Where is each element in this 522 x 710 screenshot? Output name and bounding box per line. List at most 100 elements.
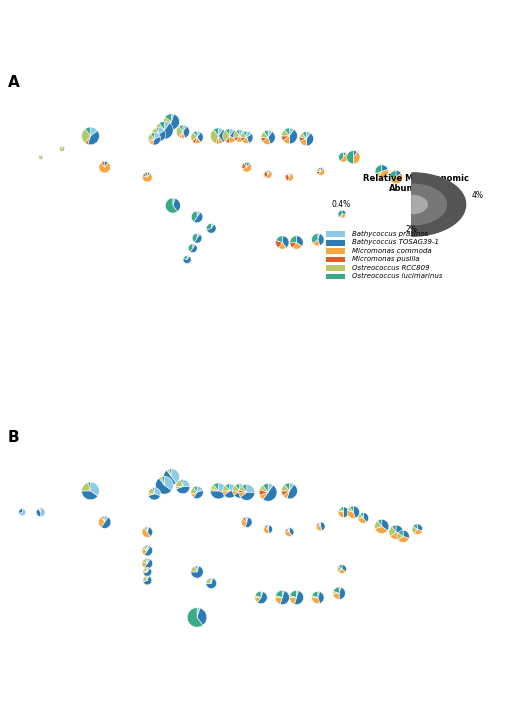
Wedge shape [39, 155, 43, 160]
Wedge shape [240, 130, 243, 136]
Wedge shape [147, 173, 150, 177]
Wedge shape [289, 598, 296, 604]
Wedge shape [287, 484, 298, 499]
Wedge shape [206, 578, 211, 584]
Wedge shape [156, 130, 164, 138]
Wedge shape [313, 240, 320, 246]
Wedge shape [147, 527, 149, 532]
Wedge shape [169, 469, 172, 476]
Wedge shape [207, 224, 216, 233]
Wedge shape [193, 486, 197, 492]
Wedge shape [146, 576, 147, 581]
Wedge shape [211, 224, 214, 229]
Wedge shape [155, 131, 166, 141]
Wedge shape [264, 130, 268, 137]
Wedge shape [343, 153, 346, 157]
Wedge shape [241, 132, 247, 137]
Wedge shape [317, 168, 321, 171]
Wedge shape [338, 210, 342, 217]
Wedge shape [183, 125, 187, 131]
Wedge shape [340, 153, 348, 162]
Wedge shape [218, 483, 227, 493]
Wedge shape [142, 549, 147, 555]
Wedge shape [183, 256, 187, 260]
Wedge shape [165, 198, 177, 213]
Wedge shape [382, 165, 388, 171]
Wedge shape [151, 134, 159, 141]
Wedge shape [236, 130, 240, 136]
Wedge shape [263, 137, 270, 144]
Wedge shape [413, 524, 417, 529]
Wedge shape [287, 528, 289, 532]
Wedge shape [347, 151, 353, 164]
Wedge shape [190, 245, 197, 253]
Wedge shape [197, 608, 207, 626]
Wedge shape [172, 114, 174, 121]
Wedge shape [278, 243, 286, 249]
Wedge shape [191, 566, 197, 572]
Wedge shape [339, 587, 341, 594]
Wedge shape [19, 508, 22, 513]
Wedge shape [195, 566, 197, 572]
Wedge shape [382, 519, 389, 530]
Wedge shape [179, 125, 183, 131]
Wedge shape [143, 577, 152, 585]
Wedge shape [289, 595, 296, 598]
Wedge shape [167, 114, 180, 130]
Wedge shape [318, 168, 325, 175]
Wedge shape [318, 523, 321, 526]
Wedge shape [176, 486, 190, 493]
Wedge shape [105, 161, 108, 167]
Wedge shape [143, 568, 147, 572]
Wedge shape [319, 522, 321, 526]
Wedge shape [290, 591, 296, 598]
Wedge shape [147, 545, 150, 551]
Wedge shape [176, 126, 183, 137]
Wedge shape [172, 469, 180, 484]
Wedge shape [193, 244, 195, 248]
Wedge shape [143, 577, 147, 581]
Wedge shape [149, 493, 160, 500]
Wedge shape [163, 117, 172, 126]
Wedge shape [143, 571, 147, 573]
Wedge shape [290, 236, 296, 243]
Text: B: B [8, 430, 20, 445]
Wedge shape [389, 177, 396, 181]
Wedge shape [38, 508, 41, 512]
Wedge shape [218, 128, 223, 136]
Wedge shape [296, 591, 299, 598]
Wedge shape [261, 591, 263, 598]
Wedge shape [317, 171, 321, 175]
Wedge shape [268, 525, 269, 529]
Wedge shape [210, 491, 226, 499]
Wedge shape [146, 545, 147, 551]
Wedge shape [268, 525, 272, 533]
Wedge shape [181, 479, 183, 486]
Wedge shape [312, 591, 318, 598]
Wedge shape [247, 133, 253, 143]
Wedge shape [375, 171, 382, 177]
Wedge shape [191, 132, 197, 141]
Wedge shape [230, 136, 235, 143]
Wedge shape [142, 562, 147, 568]
Wedge shape [275, 595, 282, 598]
Wedge shape [333, 594, 339, 599]
Wedge shape [340, 214, 342, 218]
Wedge shape [300, 133, 306, 138]
Wedge shape [306, 131, 311, 138]
Wedge shape [263, 484, 268, 492]
Wedge shape [233, 131, 240, 138]
Wedge shape [224, 491, 237, 498]
Wedge shape [268, 170, 270, 174]
Wedge shape [218, 129, 227, 143]
Wedge shape [213, 483, 218, 491]
Wedge shape [243, 517, 247, 522]
Wedge shape [398, 537, 409, 542]
Wedge shape [259, 485, 268, 492]
Wedge shape [151, 133, 155, 138]
Wedge shape [187, 256, 189, 260]
Wedge shape [333, 587, 339, 594]
Wedge shape [312, 598, 320, 603]
Wedge shape [245, 517, 247, 522]
Wedge shape [226, 484, 230, 491]
